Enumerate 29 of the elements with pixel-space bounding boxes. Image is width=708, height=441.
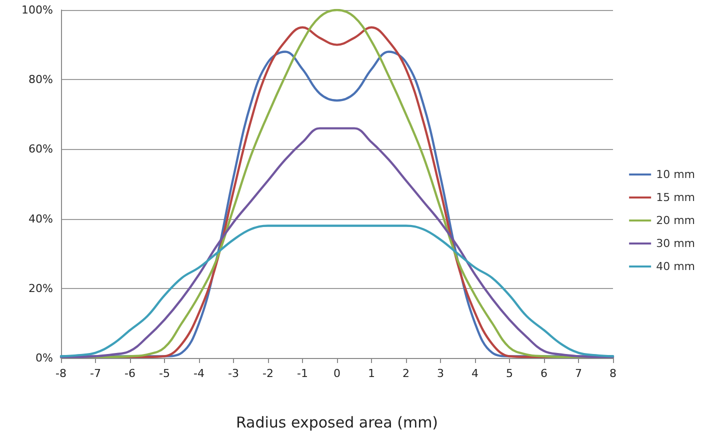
x-tick-label: 0 (334, 367, 340, 380)
x-axis-title: Radius exposed area (mm) (236, 414, 438, 432)
y-tick-label: 40% (28, 212, 53, 226)
legend-label: 40 mm (656, 260, 696, 273)
x-tick-label: -6 (124, 367, 136, 380)
y-tick-label: 100% (22, 4, 53, 16)
y-tick-label: 80% (28, 73, 53, 86)
legend-label: 20 mm (656, 214, 696, 227)
y-tick-label: 0% (36, 352, 53, 364)
x-tick-label: -1 (297, 367, 308, 380)
x-tick-label: 7 (575, 367, 582, 380)
x-tick-label: 6 (540, 367, 548, 380)
x-tick-label: -2 (262, 367, 274, 380)
x-tick-label: 2 (402, 367, 410, 380)
y-tick-label: 60% (28, 142, 53, 156)
x-tick-label: -3 (228, 367, 239, 380)
x-tick-label: 4 (472, 367, 478, 380)
y-tick-label: 20% (28, 282, 53, 295)
x-tick-label: 3 (437, 367, 444, 380)
legend-label: 10 mm (656, 168, 696, 181)
x-tick-label: 1 (368, 367, 375, 380)
x-tick-label: -7 (90, 367, 101, 380)
legend-label: 15 mm (656, 191, 696, 204)
x-tick-label: -8 (56, 367, 66, 380)
x-tick-label: -5 (159, 367, 170, 380)
x-tick-label: -4 (194, 367, 204, 380)
x-tick-label: 8 (610, 367, 616, 380)
x-tick-label: 5 (506, 367, 513, 380)
legend-label: 30 mm (656, 237, 696, 250)
